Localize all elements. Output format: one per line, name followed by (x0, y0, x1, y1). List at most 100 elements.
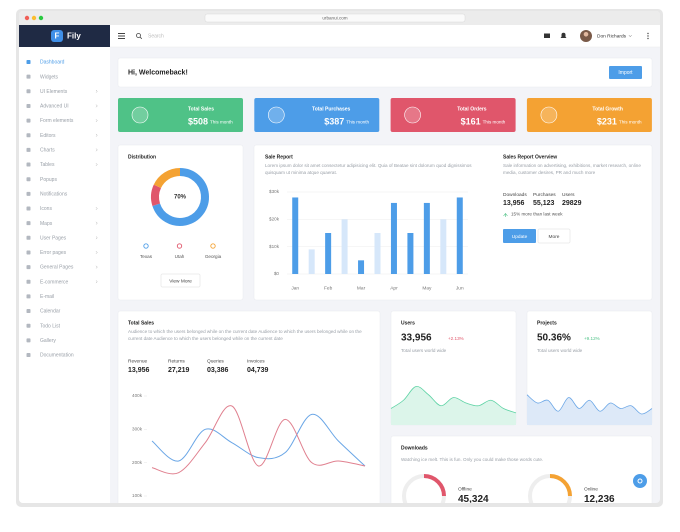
distribution-title: Distribution (128, 154, 156, 160)
menu-chevron (95, 250, 98, 254)
menu-chevron (95, 104, 98, 108)
stat-icon (131, 106, 149, 124)
sidebar (19, 25, 110, 503)
sale-report-title: Sale Report (265, 154, 293, 160)
stat-title: Total Sales (188, 106, 214, 112)
app-window: urbanui.com F Fily Search Don Richards D… (19, 11, 660, 503)
legend-label: Utah (175, 254, 185, 259)
bar (358, 260, 365, 274)
sale-report-text: Lorem ipsum dolor sit amet consectetur a… (265, 163, 472, 175)
total-sales-title: Total Sales (128, 320, 154, 326)
more-button[interactable] (537, 228, 571, 244)
stat-period: This month (210, 120, 233, 125)
menu-item[interactable]: Popups (40, 177, 57, 183)
menu-icon (26, 338, 31, 343)
settings-fab[interactable] (633, 474, 647, 488)
y-tick-label: 200k (132, 460, 143, 465)
search-input[interactable]: Search (148, 34, 164, 40)
menu-icon (26, 235, 31, 240)
menu-item[interactable]: Dashboard (40, 60, 65, 66)
menu-item[interactable]: Notifications (40, 191, 68, 197)
card-title: Projects (537, 320, 557, 326)
stat-period: This month (346, 120, 369, 125)
menu-item[interactable]: Documentation (40, 353, 74, 359)
total-stat-value: 13,956 (128, 367, 150, 374)
menu-item[interactable]: Maps (40, 221, 53, 227)
menu-chevron (95, 133, 98, 137)
menu-item[interactable]: General Pages (40, 265, 74, 271)
window-minimize[interactable] (31, 15, 37, 21)
menu-item[interactable]: E-mail (40, 294, 54, 300)
view-more-label: View More (169, 278, 192, 284)
menu-icon (26, 309, 31, 314)
menu-icon (26, 221, 31, 226)
stat-value: $387 (324, 116, 344, 126)
update-button[interactable] (503, 229, 536, 243)
bar (423, 202, 430, 274)
area-fill (391, 386, 516, 425)
menu-icon (26, 74, 31, 79)
menu-item[interactable]: User Pages (40, 235, 67, 241)
mail-icon[interactable] (544, 33, 550, 39)
area-line (526, 394, 653, 415)
menu-item[interactable]: Editors (40, 133, 56, 139)
y-tick-label: $20k (269, 217, 280, 222)
menu-item[interactable]: E-commerce (40, 279, 69, 285)
window-close[interactable] (24, 15, 30, 21)
menu-chevron (95, 148, 98, 152)
bell-icon[interactable] (560, 32, 567, 38)
y-tick-label: $0 (274, 271, 280, 276)
stat-card (390, 98, 516, 132)
menu-item[interactable]: Tables (40, 162, 55, 168)
menu-toggle[interactable] (118, 33, 125, 39)
search-icon (136, 33, 143, 40)
menu-item[interactable]: Icons (40, 206, 52, 212)
menu-item[interactable]: Todo List (40, 323, 61, 329)
menu-item[interactable]: Form elements (40, 118, 74, 124)
settings-icon (637, 478, 643, 484)
bar (325, 233, 332, 274)
menu-icon (26, 323, 31, 328)
bar (440, 219, 447, 274)
update-label: Update (512, 234, 528, 240)
x-tick-label: Jun (456, 285, 464, 291)
menu-icon (26, 250, 31, 255)
stat-icon (267, 106, 285, 124)
view-more-button[interactable] (160, 273, 201, 288)
menu-icon (26, 133, 31, 138)
menu-chevron (95, 119, 98, 123)
logo-text[interactable]: Fily (67, 32, 81, 41)
url: urbanui.com (322, 16, 347, 21)
more-menu[interactable] (647, 32, 649, 40)
import-label: Import (618, 70, 633, 76)
topbar (110, 25, 660, 47)
menu-item[interactable]: Widgets (40, 74, 59, 80)
stat-value: $508 (188, 116, 208, 126)
menu-item[interactable]: Gallery (40, 338, 56, 344)
menu-item[interactable]: Calendar (40, 309, 61, 315)
address-bar[interactable] (204, 13, 466, 23)
user-name[interactable]: Don Richards (597, 34, 627, 40)
welcome-text: Hi, Welcomeback! (128, 69, 188, 76)
legend-marker (210, 243, 216, 249)
stat-card (118, 98, 243, 132)
card-caption: Total users world wide (401, 348, 447, 353)
menu-item[interactable]: Advanced UI (40, 104, 69, 110)
user-chevron (628, 35, 632, 37)
legend-marker (176, 243, 183, 249)
card-value: 50.36% (537, 333, 571, 344)
sale-report-card (253, 144, 653, 301)
menu-item[interactable]: Charts (40, 148, 55, 154)
menu-icon (26, 118, 31, 123)
total-sales-text: Audience to which the users belonged whi… (128, 329, 362, 341)
donut-center-label: 70% (174, 195, 187, 201)
menu-item[interactable]: UI Elements (40, 89, 68, 95)
menu-item[interactable]: Error pages (40, 250, 67, 256)
import-button[interactable] (609, 66, 642, 79)
menu-icon (26, 353, 31, 357)
legend-label: Texas (140, 254, 153, 259)
download-label: Online (584, 486, 598, 492)
window-zoom[interactable] (38, 15, 44, 21)
stat-card (526, 98, 652, 132)
